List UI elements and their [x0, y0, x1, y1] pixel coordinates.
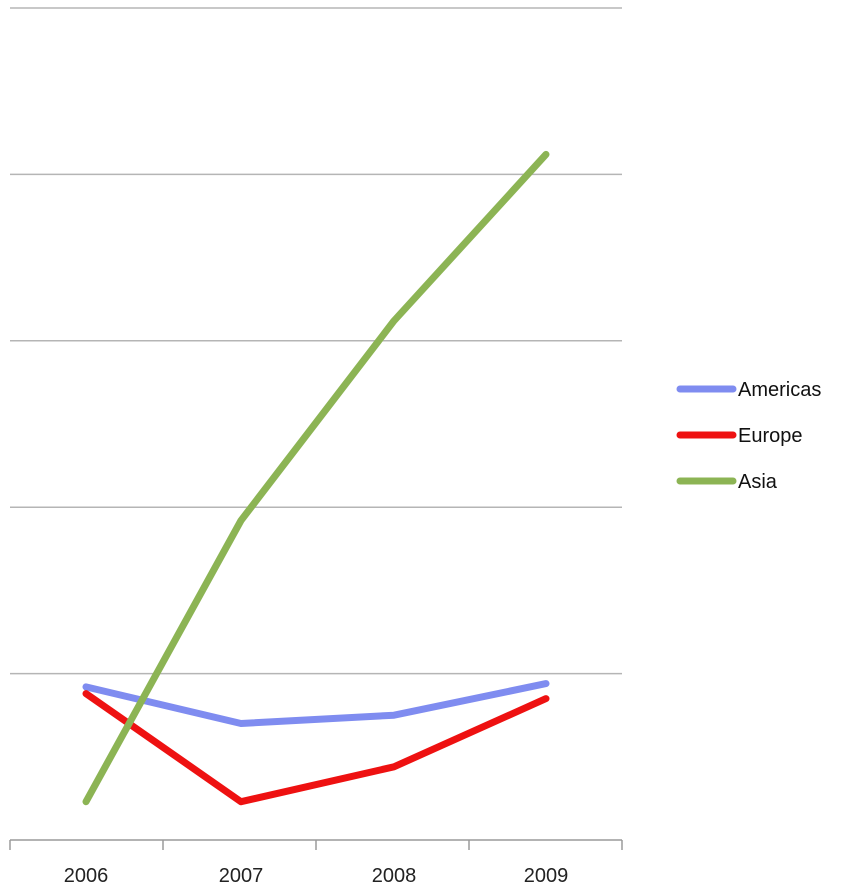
series-line-asia [82, 150, 550, 806]
x-tick-label: 2008 [372, 865, 417, 887]
series-line-europe [82, 690, 550, 806]
x-tick-label: 2006 [64, 865, 109, 887]
x-tick-label: 2009 [524, 865, 569, 887]
legend-label-americas: Americas [738, 379, 821, 401]
series-lines [82, 150, 550, 806]
gridlines [10, 7, 622, 675]
series-line-americas [82, 680, 550, 727]
x-tick-label: 2007 [219, 865, 264, 887]
legend-label-europe: Europe [738, 425, 803, 447]
legend: Americas Europe Asia [676, 379, 821, 493]
x-axis: 2006 2007 2008 2009 [9, 839, 623, 887]
legend-label-asia: Asia [738, 471, 778, 493]
